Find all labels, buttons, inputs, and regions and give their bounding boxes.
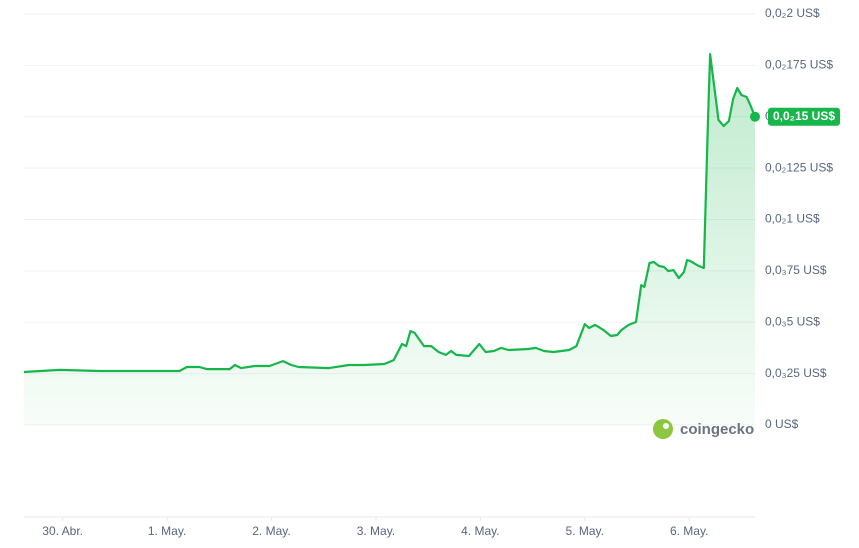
x-tick-label: 6. May.	[670, 524, 708, 538]
current-price-label: 0,0₂15 US$	[773, 109, 835, 123]
y-tick-label: 0,0₃25 US$	[765, 366, 827, 380]
price-area	[24, 54, 755, 425]
y-tick-label: 0,0₂175 US$	[765, 58, 833, 72]
current-price-dot	[750, 111, 760, 122]
y-tick-label: 0,0₂2 US$	[765, 6, 820, 20]
x-tick-label: 30. Abr.	[42, 524, 83, 538]
y-tick-label: 0,0₃75 US$	[765, 263, 827, 277]
x-tick-label: 3. May.	[357, 524, 395, 538]
price-line	[23, 53, 757, 374]
x-tick-label: 2. May.	[252, 524, 290, 538]
y-tick-label: 0,0₃5 US$	[765, 314, 820, 328]
y-tick-label: 0 US$	[765, 417, 799, 431]
x-tick-label: 1. May.	[148, 524, 186, 538]
y-tick-label: 0,0₂125 US$	[765, 160, 833, 174]
y-tick-label: 0,0₂1 US$	[765, 212, 820, 226]
x-tick-label: 4. May.	[461, 524, 499, 538]
x-tick-label: 5. May.	[566, 524, 604, 538]
current-price-badge	[768, 107, 840, 126]
watermark-text: coingecko	[680, 421, 754, 438]
